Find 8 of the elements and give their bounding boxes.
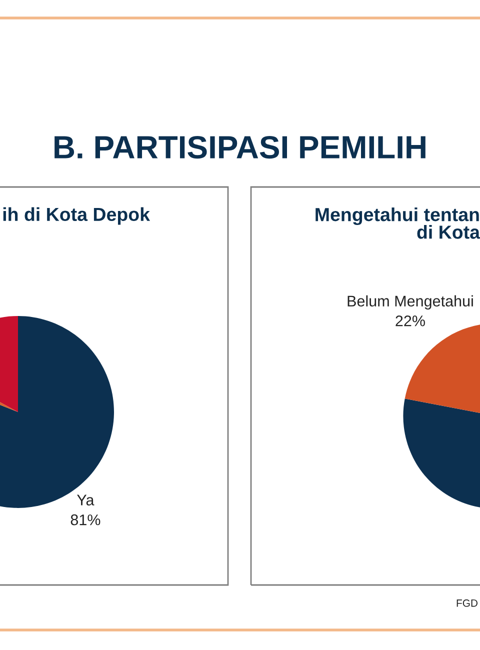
text: FGD — [456, 599, 478, 607]
data-label: 81% — [70, 514, 100, 526]
slice-label: Belum Mengetahui — [348, 295, 473, 310]
chart-subtitle: Mengetahui tentan di Kota — [316, 207, 480, 239]
chart-subtitle: ih di Kota Depok — [3, 207, 150, 225]
text: B. PARTISIPASI PEMILIH — [54, 136, 426, 159]
data-label: 22% — [396, 315, 425, 326]
slice-label: Ya — [77, 494, 94, 506]
